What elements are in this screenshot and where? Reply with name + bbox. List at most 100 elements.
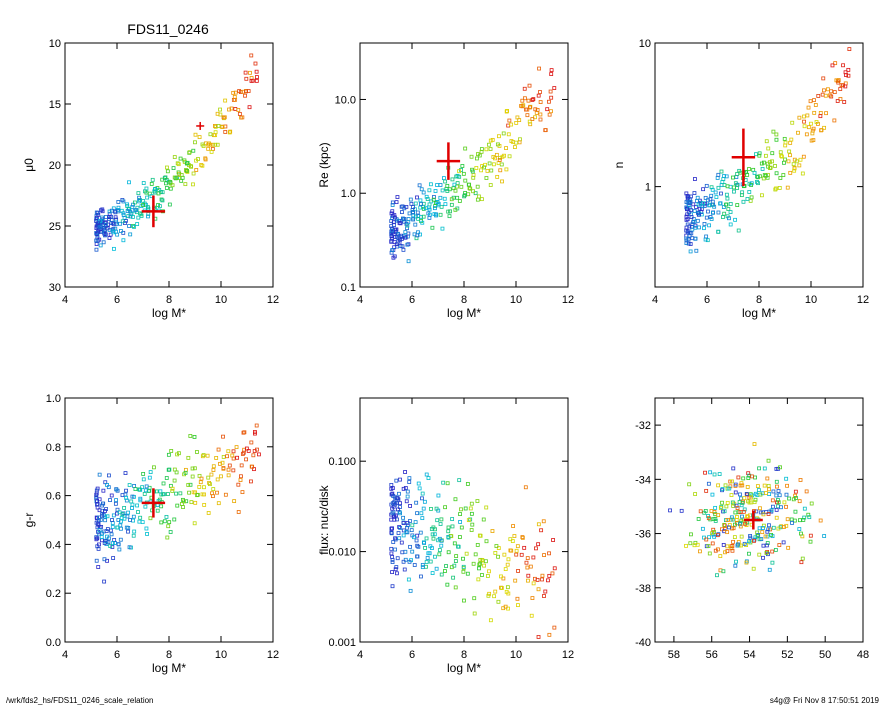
data-point [412,535,416,540]
data-point [793,493,798,498]
data-point [435,183,440,187]
data-point [391,255,396,260]
data-point [728,222,733,227]
data-point [417,486,422,491]
data-point [501,606,506,611]
data-point [114,487,119,492]
data-point [495,142,500,147]
data-point [389,530,394,535]
data-point [175,452,180,457]
data-point [439,543,444,548]
data-point [536,587,541,592]
data-point [183,470,188,475]
data-point [455,184,459,189]
data-point [537,66,541,71]
data-point [518,137,522,142]
x-tick-label: 4 [357,294,363,306]
data-point [396,507,400,512]
data-point [764,139,769,144]
data-point [244,457,248,462]
data-point [195,450,199,454]
data-point [216,501,221,506]
data-point [814,120,819,124]
data-point [433,554,437,559]
data-point [472,611,477,616]
data-points [668,442,827,578]
plot-frame [654,397,864,643]
data-point [429,507,433,511]
data-point [525,556,530,561]
data-point [211,142,215,147]
data-point [426,476,431,480]
data-point [420,565,425,570]
data-point [390,506,395,511]
data-point [170,183,175,188]
data-point [805,113,810,118]
data-point [449,202,454,207]
data-point [153,190,158,195]
data-point [131,518,135,523]
data-point [547,573,552,578]
data-point [733,482,738,487]
footer-path: /wrk/fds2_hs/FDS11_0246_scale_relation [6,696,154,705]
data-point [766,512,771,516]
data-point [404,530,409,534]
data-point [401,216,405,221]
data-point [759,537,764,542]
data-point [838,97,843,101]
data-point [492,594,497,599]
data-point [150,177,155,182]
data-point [104,215,108,219]
data-point [181,505,185,509]
data-point [469,501,474,506]
data-point [808,99,813,104]
data-point [503,567,508,572]
data-point [94,491,99,496]
data-point [543,589,548,594]
data-point [440,226,445,231]
data-point [761,176,766,181]
data-point [685,230,690,235]
data-point [122,505,127,510]
data-point [504,167,509,172]
data-point [411,217,416,222]
data-point [113,210,118,215]
data-point [706,544,711,548]
data-point [458,512,462,516]
data-point [143,504,148,509]
data-point [389,531,394,536]
data-point [200,492,205,497]
y-tick-label: 0.0 [46,637,61,649]
x-tick-label: 12 [562,294,574,306]
data-point [397,536,402,541]
data-point [112,246,116,251]
data-point [211,468,216,472]
data-point [399,540,404,545]
data-point [253,61,258,66]
data-point [749,195,754,200]
y-tick-label: 0.6 [46,491,61,503]
data-point [96,565,101,569]
data-point [389,224,394,229]
data-point [786,545,791,550]
data-point [110,541,115,546]
data-point [467,182,472,187]
data-point [488,618,493,623]
data-point [106,222,111,227]
data-point [396,531,401,535]
data-point [750,474,754,479]
data-point [531,581,536,586]
data-point [395,556,400,561]
data-point [398,505,402,509]
data-point [453,559,458,563]
data-point [475,543,480,547]
data-point [802,515,807,520]
data-point [703,195,708,200]
y-tick-label: 10.0 [335,94,356,106]
data-point [474,166,479,170]
data-point [527,83,532,88]
data-point [105,534,109,539]
data-point [193,500,198,505]
x-tick-label: 4 [357,649,363,661]
